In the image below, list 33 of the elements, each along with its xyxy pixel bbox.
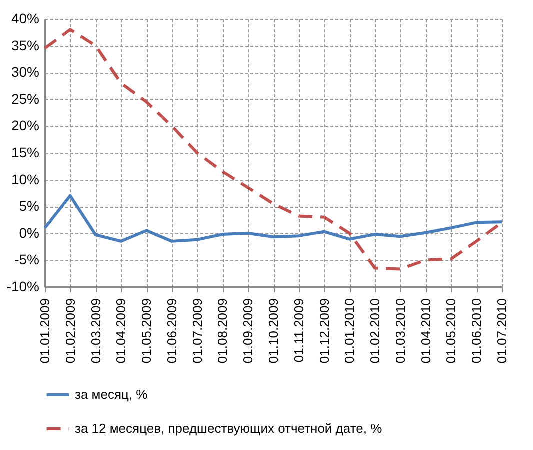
legend-label: за 12 месяцев, предшествующих отчетной дате, % xyxy=(75,421,383,436)
y-tick-label: 25% xyxy=(11,90,40,107)
y-tick-label: 5% xyxy=(19,198,40,214)
x-tick-label: 01.07.2009 xyxy=(190,298,205,364)
x-tick-label: 01.09.2009 xyxy=(240,298,256,364)
x-tick-label: 01.01.2009 xyxy=(38,298,52,364)
x-tick-label: 01.06.2010 xyxy=(469,298,484,364)
line-series xyxy=(44,194,504,243)
y-tick-label: -5% xyxy=(14,252,40,268)
x-tick-label: 01.03.2009 xyxy=(88,298,104,364)
x-tick-label: 01.02.2010 xyxy=(368,298,383,364)
y-tick-label: 30% xyxy=(11,64,40,80)
x-tick-label: 01.06.2009 xyxy=(164,298,180,364)
y-tick-label: 20% xyxy=(11,118,40,134)
y-tick-label: -10% xyxy=(6,278,40,294)
x-tick-label: 01.04.2009 xyxy=(114,298,129,364)
y-tick-label: 0% xyxy=(19,224,40,241)
x-tick-label: 01.11.2009 xyxy=(291,298,306,363)
y-tick-label: 15% xyxy=(11,144,40,160)
x-tick-label: 01.12.2009 xyxy=(316,298,332,364)
y-tick-label: 35% xyxy=(11,37,40,54)
x-tick-label: 01.01.2010 xyxy=(342,298,358,364)
x-tick-label: 01.02.2009 xyxy=(62,298,78,364)
x-tick-label: 01.04.2010 xyxy=(418,298,434,364)
legend-label: за месяц, % xyxy=(75,387,148,402)
x-tick-label: 01.05.2009 xyxy=(139,298,154,364)
x-tick-label: 01.07.2010 xyxy=(494,298,510,364)
y-tick-label: 10% xyxy=(11,171,40,188)
x-tick-label: 01.03.2010 xyxy=(392,298,408,364)
x-tick-label: 01.08.2009 xyxy=(215,298,230,364)
y-tick-label: 40% xyxy=(11,10,40,26)
x-tick-label: 01.10.2009 xyxy=(266,298,281,364)
x-tick-label: 01.05.2010 xyxy=(444,298,459,364)
